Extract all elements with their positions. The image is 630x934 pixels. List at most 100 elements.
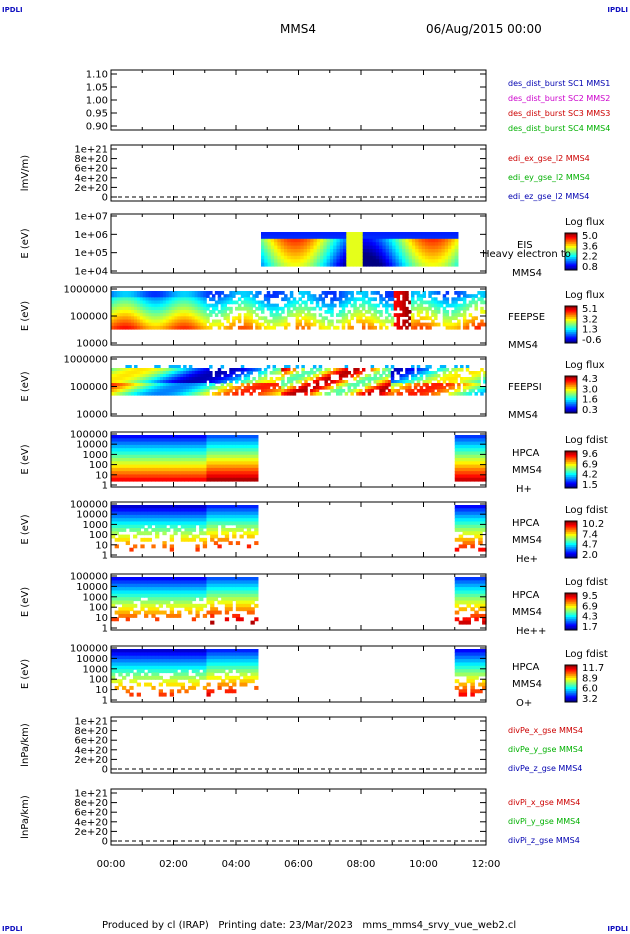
panel-4-cell — [434, 322, 438, 327]
panel-7-cell — [191, 524, 197, 529]
panel-9-cell — [162, 659, 167, 664]
panel-8-cell — [195, 593, 200, 598]
panel-5-cell — [408, 371, 412, 375]
panel-6-cell — [177, 474, 182, 479]
panel-5-cell — [385, 368, 389, 372]
panel-5-colorbar-swatch — [565, 403, 577, 407]
panel-5-cell — [385, 383, 389, 387]
panel-3-cell — [369, 259, 374, 264]
panel-7-cell — [158, 508, 163, 513]
panel-3-cell — [434, 238, 439, 243]
panel-8-cell — [133, 610, 138, 615]
panel-8-cell — [162, 600, 167, 605]
panel-6-cell — [173, 458, 178, 462]
panel-3-cell — [274, 262, 279, 267]
panel-4-cell — [217, 322, 222, 327]
panel-6-cell — [155, 474, 160, 479]
panel-5-cell — [393, 368, 398, 372]
panel-3-cell — [362, 259, 367, 264]
panel-3-cell — [297, 238, 301, 243]
panel-7-cell — [114, 505, 119, 509]
panel-5-cell — [301, 374, 305, 378]
panel-3-cell — [323, 255, 328, 260]
panel-8-cell — [184, 597, 189, 602]
panel-8-cell — [169, 583, 175, 588]
panel-8-ytick-label: 1 — [102, 624, 108, 635]
panel-3-cell — [392, 255, 397, 260]
panel-4-cell — [402, 313, 406, 317]
panel-4-cell — [168, 316, 173, 321]
panel-8-label: HPCA — [512, 590, 540, 601]
panel-4-cell — [405, 291, 409, 295]
panel-7-cell — [243, 511, 248, 516]
panel-5-cell — [474, 380, 478, 384]
panel-7-cell — [202, 541, 208, 546]
panel-7-cell — [462, 505, 468, 509]
panel-8-cell — [224, 580, 230, 585]
panel-4-cell — [428, 316, 432, 321]
panel-6-cell — [125, 448, 130, 453]
panel-6-cell — [158, 477, 163, 482]
panel-8-cell — [239, 580, 244, 585]
panel-4-cell — [307, 325, 311, 330]
panel-6-cell — [210, 444, 215, 449]
panel-4-cell — [436, 310, 441, 314]
panel-3-cell — [379, 252, 384, 257]
panel-4-cell — [298, 306, 302, 311]
panel-4-cell — [157, 316, 161, 321]
panel-3-cell — [392, 249, 397, 253]
panel-5-cell — [206, 389, 210, 393]
panel-6-cell — [458, 444, 464, 449]
panel-4-cell — [347, 291, 352, 295]
panel-5-cell — [399, 368, 403, 372]
panel-5-cell — [171, 371, 176, 375]
panel-3-cell — [346, 255, 351, 260]
panel-9-cell — [162, 662, 167, 667]
panel-6-cell — [188, 471, 193, 476]
panel-4-colorbar-frame — [564, 305, 578, 344]
datetime-title: 06/Aug/2015 00:00 — [426, 22, 542, 36]
panel-4-cell — [186, 313, 190, 317]
panel-4-cell — [278, 313, 282, 317]
panel-5-cell — [327, 377, 331, 381]
panel-4-cell — [240, 294, 245, 298]
panel-3-label: Heavy electron to — [482, 249, 571, 260]
panel-6-cell — [246, 454, 252, 459]
panel-4-cell — [460, 291, 464, 295]
panel-4-cell — [416, 319, 421, 324]
panel-5-cell — [191, 374, 196, 378]
panel-3-cell — [375, 255, 380, 260]
panel-4-cell — [474, 306, 478, 311]
panel-3-cell — [303, 238, 308, 243]
panel-8-cell — [454, 597, 460, 602]
panel-5-cell — [425, 386, 429, 390]
panel-4-cell — [454, 300, 458, 305]
panel-3-cell — [395, 238, 400, 243]
panel-6-cell — [162, 441, 167, 446]
panel-5-cell — [416, 377, 421, 381]
top-left-logo: IPDLI — [2, 6, 23, 14]
panel-7-cell — [243, 521, 248, 526]
panel-6-cell — [125, 438, 130, 443]
panel-4-cell — [304, 306, 308, 311]
panel-5-cell — [382, 383, 386, 387]
panel-7-cell — [151, 521, 156, 526]
panel-4-cell — [356, 316, 360, 321]
panel-6-cell — [188, 467, 193, 472]
panel-4-cell — [243, 303, 248, 308]
panel-5-cell — [425, 374, 429, 378]
panel-4-cell — [165, 300, 170, 305]
panel-4-cell — [454, 306, 458, 311]
panel-4-cell — [168, 306, 173, 311]
panel-5-cell — [356, 392, 360, 396]
panel-8-cell — [180, 577, 186, 581]
panel-8-cell — [213, 590, 219, 595]
panel-7-cell — [166, 508, 171, 513]
panel-5-cell — [113, 392, 118, 396]
panel-4-cell — [393, 306, 398, 311]
panel-7-cell — [232, 518, 237, 523]
panel-8-cell — [199, 583, 204, 588]
panel-5-cell — [180, 383, 184, 387]
panel-4-cell — [220, 297, 225, 302]
panel-4-cell — [154, 316, 158, 321]
